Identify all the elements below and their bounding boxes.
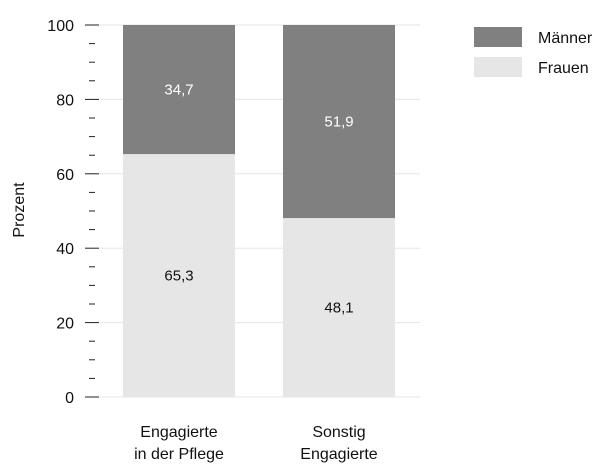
- legend-label: Frauen: [538, 60, 589, 77]
- legend-swatch: [474, 27, 522, 47]
- bar-segment: [283, 218, 395, 397]
- bar-segment: [123, 154, 235, 397]
- y-tick-label: 40: [56, 241, 74, 258]
- x-category-label: Engagierte: [300, 446, 377, 463]
- legend: Männer Frauen: [474, 27, 593, 77]
- legend-swatch: [474, 57, 522, 77]
- data-label: 51,9: [324, 114, 353, 131]
- bar-segment: [123, 25, 235, 155]
- y-tick-label: 100: [47, 18, 74, 35]
- legend-label: Männer: [538, 30, 593, 47]
- bar-segment: [283, 25, 395, 219]
- x-category-label: in der Pflege: [134, 446, 224, 463]
- data-labels: 65,3 34,7 48,1 51,9: [164, 82, 353, 317]
- data-label: 48,1: [324, 300, 353, 317]
- x-category-label: Sonstig: [312, 424, 365, 441]
- data-label: 34,7: [164, 82, 193, 99]
- y-tick-label: 20: [56, 316, 74, 333]
- y-tick-label: 80: [56, 92, 74, 109]
- data-label: 65,3: [164, 268, 193, 285]
- bars: [123, 25, 395, 397]
- y-axis: 0 20 40 60 80 100: [47, 18, 99, 407]
- y-tick-label: 0: [65, 390, 74, 407]
- x-axis-labels: Engagierte in der Pflege Sonstig Engagierte: [134, 424, 378, 463]
- y-axis-title: Prozent: [11, 182, 28, 238]
- y-tick-label: 60: [56, 167, 74, 184]
- x-category-label: Engagierte: [140, 424, 217, 441]
